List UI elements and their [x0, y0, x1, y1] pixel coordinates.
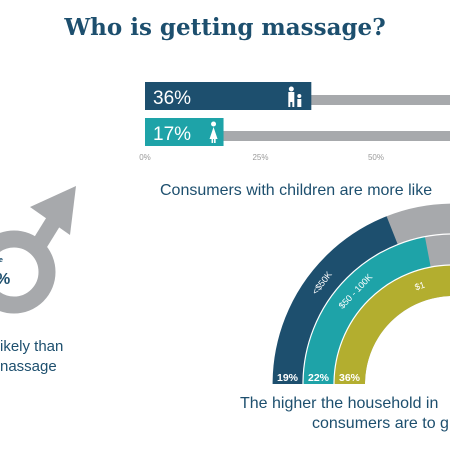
- person-icon: [209, 121, 218, 143]
- children-caption: Consumers with children are more like: [160, 182, 433, 199]
- x-tick-label: 50%: [368, 153, 384, 162]
- arc-segment: [334, 265, 450, 384]
- gender-section: e %: [0, 186, 76, 314]
- bar: [145, 118, 224, 146]
- icon-part: [209, 127, 218, 139]
- arc-value-label: 19%: [277, 372, 299, 384]
- bar-value-label: 36%: [153, 88, 191, 109]
- icon-part: [211, 121, 217, 127]
- page-title: Who is getting massage?: [64, 14, 386, 41]
- arc-separator: [302, 233, 450, 385]
- income-caption-line2: consumers are to g: [312, 415, 449, 432]
- gender-caption-line2: nassage: [0, 358, 57, 375]
- bar-track: [145, 131, 450, 141]
- icon-part: [211, 139, 214, 143]
- arc-value-label: 36%: [339, 372, 361, 384]
- bar: [145, 82, 312, 110]
- icon-part: [297, 99, 302, 107]
- family-icon: [288, 86, 302, 107]
- gender-label-fragment: e: [0, 257, 3, 264]
- icon-part: [297, 94, 302, 98]
- male-symbol-icon: [0, 186, 76, 314]
- arc-segment: [272, 215, 398, 384]
- income-caption-line1: The higher the household in: [240, 395, 439, 412]
- arc-separator: [333, 264, 450, 385]
- arc-value-label: 22%: [308, 372, 330, 384]
- children-bar-chart: 36% 17%0% 25% 50%: [139, 82, 450, 162]
- bar-value-label: 17%: [153, 124, 191, 145]
- x-tick-label: 25%: [252, 153, 268, 162]
- gender-caption-line1: ikely than: [0, 338, 64, 355]
- arc-segment: [303, 236, 431, 384]
- x-tick-label: 0%: [139, 153, 151, 162]
- icon-part: [214, 139, 216, 143]
- icon-part: [288, 92, 295, 102]
- arc-series-label: $1: [413, 280, 426, 293]
- icon-part: [288, 102, 291, 107]
- icon-part: [288, 86, 294, 92]
- arc-separator: [271, 202, 450, 385]
- income-caption: The higher the household in consumers ar…: [240, 394, 449, 434]
- icon-part: [292, 102, 295, 107]
- gender-caption: ikely than nassage: [0, 337, 63, 377]
- gender-value-fragment: %: [0, 271, 10, 288]
